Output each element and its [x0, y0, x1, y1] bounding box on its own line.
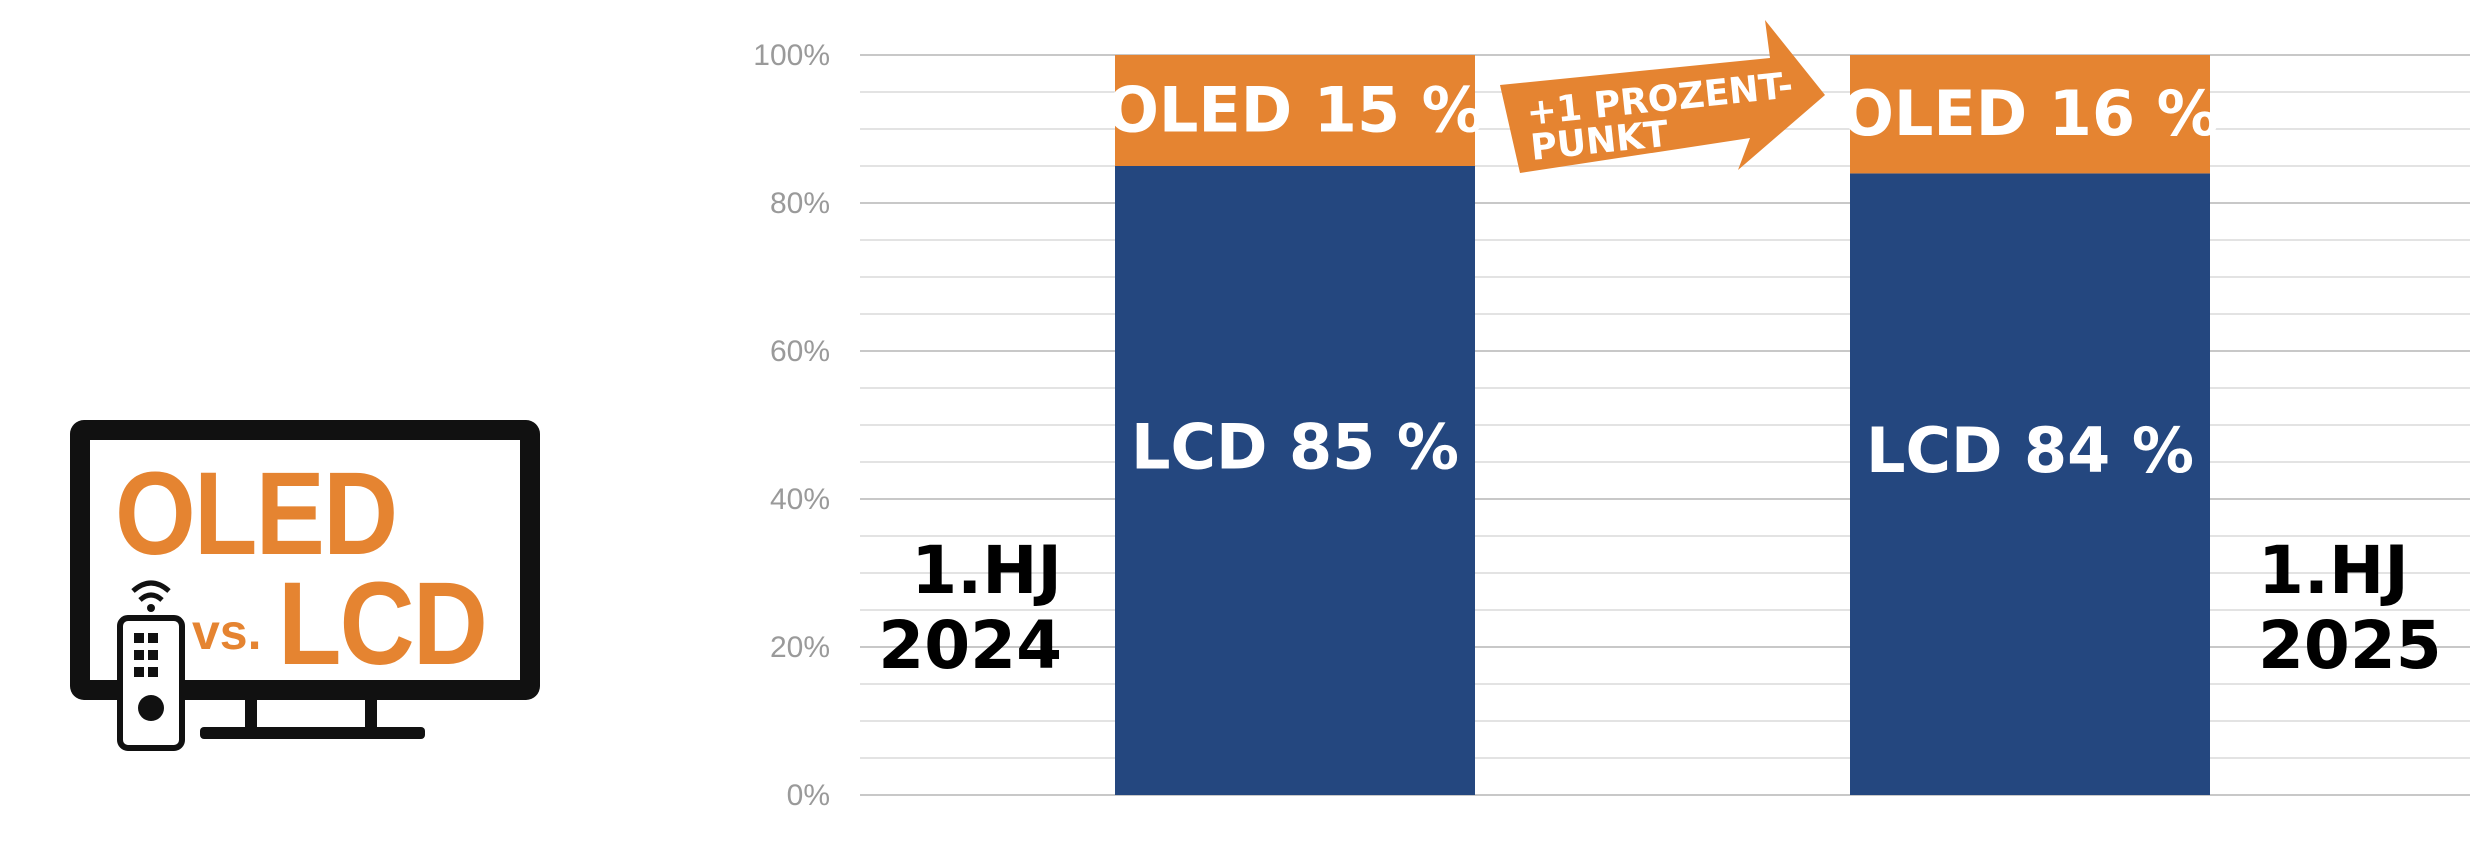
arrow-shape — [1500, 20, 1825, 173]
y-tick-label: 60% — [770, 335, 830, 368]
oled-bar-segment — [1115, 55, 1475, 166]
category-label-line2: 2025 — [2258, 607, 2442, 684]
oled-data-label: OLED 16 % — [1841, 77, 2219, 150]
bars: LCD 85 % OLED 15 % LCD 84 % OLED 16 % — [1106, 55, 2219, 795]
increase-arrow: +1 PROZENT-PUNKT — [1500, 20, 1825, 173]
y-axis-ticks: 0% 20% 40% 60% 80% 100% — [753, 39, 830, 812]
category-label-line1: 1.HJ — [2258, 532, 2409, 609]
lcd-bar-segment — [1850, 173, 2210, 795]
lcd-data-label: LCD 84 % — [1866, 414, 2194, 487]
tv-stand-icon — [365, 700, 377, 730]
logo-word-lcd: LCD — [278, 558, 488, 690]
category-label-line1: 1.HJ — [911, 532, 1062, 609]
y-tick-label: 80% — [770, 187, 830, 220]
logo-word-oled: OLED — [115, 448, 398, 580]
y-tick-label: 20% — [770, 631, 830, 664]
oled-vs-lcd-logo: OLED vs. LCD — [60, 415, 580, 751]
logo-word-vs: vs. — [192, 604, 262, 660]
tv-stand-icon — [245, 700, 257, 730]
lcd-data-label: LCD 85 % — [1131, 411, 1459, 484]
y-tick-label: 40% — [770, 483, 830, 516]
remote-control-icon — [117, 580, 185, 751]
y-tick-label: 100% — [753, 39, 830, 72]
tv-foot-icon — [200, 727, 425, 739]
oled-bar-segment — [1850, 55, 2210, 174]
category-label-line2: 2024 — [878, 607, 1062, 684]
lcd-bar-segment — [1115, 166, 1475, 795]
y-tick-label: 0% — [787, 779, 830, 812]
oled-data-label: OLED 15 % — [1106, 74, 1484, 147]
grid-lines — [860, 54, 2470, 796]
